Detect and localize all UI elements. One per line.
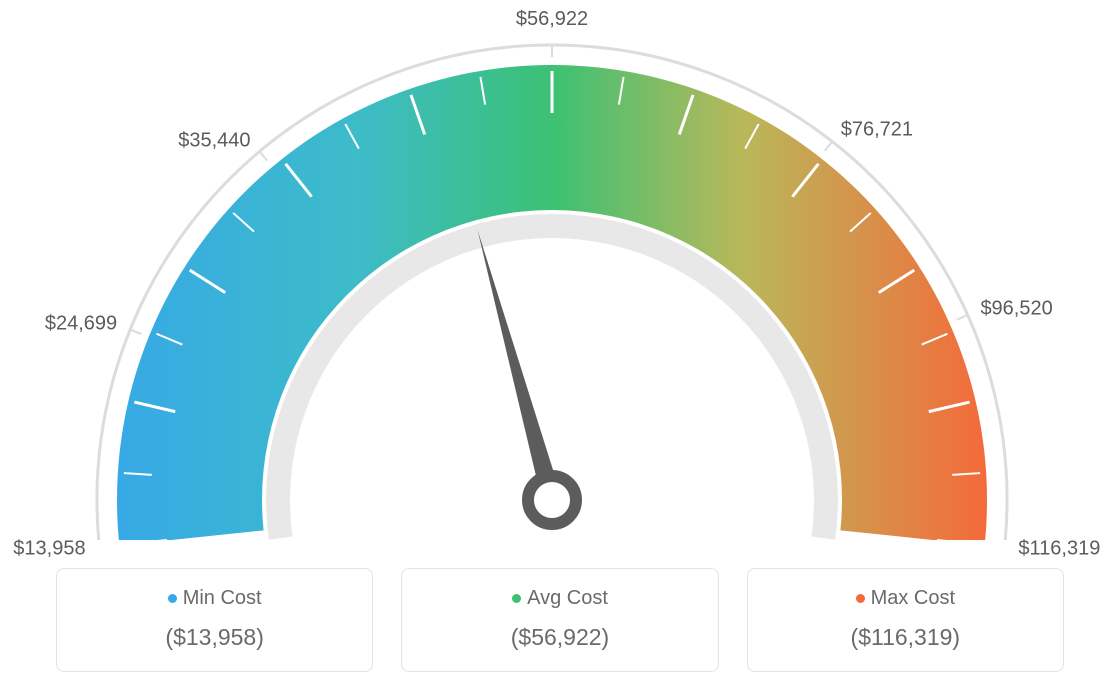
avg-cost-title: Avg Cost xyxy=(412,587,707,610)
gauge-svg xyxy=(0,0,1104,540)
min-cost-title: Min Cost xyxy=(67,587,362,610)
scale-label: $76,721 xyxy=(841,119,913,142)
max-cost-value: ($116,319) xyxy=(758,624,1053,651)
min-cost-value: ($13,958) xyxy=(67,624,362,651)
max-cost-label: Max Cost xyxy=(871,587,955,609)
min-cost-dot xyxy=(168,594,177,603)
avg-cost-card: Avg Cost ($56,922) xyxy=(401,568,718,672)
scale-label: $116,319 xyxy=(1018,538,1100,561)
gauge-chart: $13,958$24,699$35,440$56,922$76,721$96,5… xyxy=(0,0,1104,540)
legend-cards: Min Cost ($13,958) Avg Cost ($56,922) Ma… xyxy=(56,568,1064,672)
scale-label: $24,699 xyxy=(45,313,117,336)
avg-cost-value: ($56,922) xyxy=(412,624,707,651)
scale-label: $35,440 xyxy=(178,129,250,152)
avg-cost-dot xyxy=(512,594,521,603)
scale-label: $96,520 xyxy=(980,298,1052,321)
scale-label: $13,958 xyxy=(13,538,85,561)
max-cost-card: Max Cost ($116,319) xyxy=(747,568,1064,672)
max-cost-title: Max Cost xyxy=(758,587,1053,610)
min-cost-label: Min Cost xyxy=(183,587,262,609)
scale-label: $56,922 xyxy=(516,8,588,31)
min-cost-card: Min Cost ($13,958) xyxy=(56,568,373,672)
max-cost-dot xyxy=(856,594,865,603)
avg-cost-label: Avg Cost xyxy=(527,587,608,609)
